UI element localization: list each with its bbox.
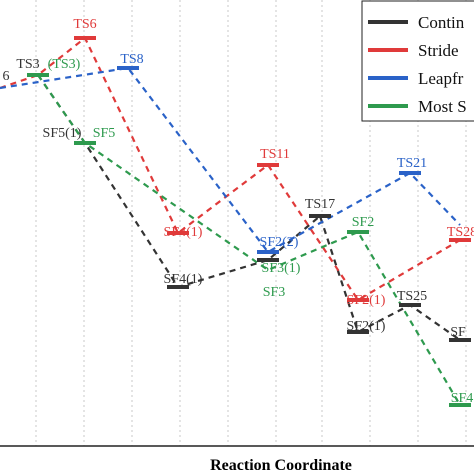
state-label: SF3 (263, 285, 286, 300)
legend-entry: Most S (418, 97, 467, 116)
state-label: SF (450, 325, 466, 340)
state-label: TS8 (120, 52, 143, 67)
state-label: TS21 (397, 156, 427, 171)
series-line-most-s (37, 74, 461, 406)
state-label: SF3(1) (262, 261, 301, 276)
vertical-gridlines (35, 0, 467, 446)
state-label: TS28 (447, 225, 474, 240)
state-label: SF2(1) (347, 293, 386, 308)
state-label: (TS3) (48, 57, 81, 72)
state-label: SF2 (352, 215, 375, 230)
energy-levels (27, 36, 471, 407)
state-labels: TS6 TS8 TS3 (TS3) SF5(1) SF5 TS11 SF4(1) SF4(1) S… (3, 17, 474, 406)
state-label: SF5(1) (43, 126, 82, 141)
state-label: TS3 (16, 57, 39, 72)
state-label: SF4(1) (164, 225, 203, 240)
state-label: SF4(1) (164, 272, 203, 287)
state-label: SF5 (93, 126, 116, 141)
state-label: TS11 (260, 147, 290, 162)
legend-entry: Contin (418, 13, 465, 32)
state-label: SF2(1) (347, 319, 386, 334)
series-lines (0, 36, 461, 406)
state-label: TS25 (397, 289, 427, 304)
legend-entry: Leapfr (418, 69, 464, 88)
legend: Contin Stride Leapfr Most S (361, 0, 474, 122)
series-line-contin (37, 74, 461, 341)
legend-entry: Stride (418, 41, 459, 60)
x-axis-label: Reaction Coordinate (210, 457, 352, 474)
state-label: 6 (3, 69, 10, 84)
state-label: SF4 (451, 391, 474, 406)
state-label: TS17 (305, 197, 335, 212)
state-label: SF2(2) (260, 235, 299, 250)
state-label: TS6 (73, 17, 96, 32)
